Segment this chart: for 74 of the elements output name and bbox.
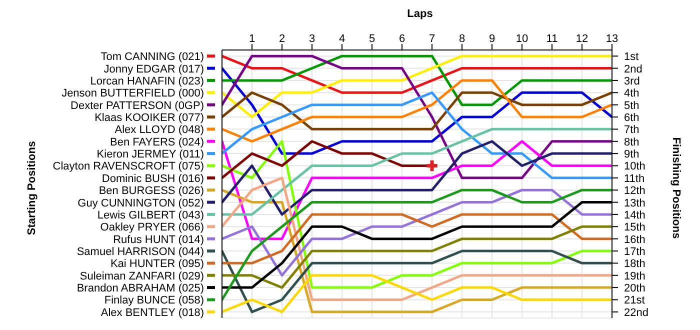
y-tick-label: 13th [624,197,646,210]
legend-label: Finlay BUNCE (058) [104,294,204,307]
legend-label: Samuel HARRISON (044) [76,246,204,258]
legend-label: Alex BENTLEY (018) [100,306,204,319]
line-series [222,54,612,118]
y-tick-label: 14th [624,209,646,222]
line-series [222,67,612,155]
line-series [222,188,612,277]
line-series [222,54,612,94]
x-tick-label: 10 [516,33,528,45]
y-tick-label: 6th [624,112,640,124]
legend-label: Brandon ABRAHAM (025) [76,282,204,295]
legend-label: Kai HUNTER (095) [110,258,204,270]
x-tick-label: 3 [308,33,316,45]
legend-label: Oakley PRYER (066) [100,222,204,234]
y-tick-label: 1st [624,51,639,64]
y-tick-label: 12th [624,185,646,198]
line-series [222,54,612,180]
legend-label: Dexter PATTERSON (0GP) [70,100,204,112]
x-tick-label: 4 [338,33,346,45]
legend-label: Jenson BUTTERFIELD (000) [62,88,204,100]
line-series [222,274,612,314]
x-tick-label: 7 [428,33,436,45]
x-tick-label: 1 [248,33,256,45]
y-tick-label: 7th [624,124,640,136]
legend-label: Ben BURGESS (026) [98,185,204,198]
legend-label: Lorcan HANAFIN (023) [90,75,204,88]
x-tick-label: 5 [368,33,376,45]
legend-label: Lewis GILBERT (043) [97,209,204,222]
legend-label: Dominic BUSH (016) [102,172,204,185]
y-tick-label: 17th [624,246,646,258]
line-series [222,91,612,130]
x-tick-label: 2 [278,33,286,45]
legend-title: Starting Positions [26,140,38,236]
y-tick-label: 20th [624,282,646,295]
y-tick-label: 15th [624,222,646,234]
line-series [222,225,612,289]
x-tick-label: 6 [398,33,406,45]
y-tick-label: 3rd [624,75,640,88]
legend-label: Rufus HUNT (014) [113,234,204,246]
x-tick-label: 11 [546,33,558,45]
y-tick-label: 2nd [624,63,642,76]
y-tick-label: 22nd [624,306,648,319]
x-tick-label: 8 [458,33,466,45]
legend-label: Jonny EDGAR (017) [104,63,204,76]
legend-label: Ben FAYERS (024) [110,136,204,148]
legend-label: Tom CANNING (021) [100,51,204,64]
legend-label: Suleiman ZANFARI (029) [80,270,204,282]
y-tick-label: 5th [624,100,640,112]
x-tick-label: 13 [606,33,618,45]
y-tick-label: 4th [624,88,640,100]
x-axis-title: Laps [406,8,434,20]
y-tick-label: 9th [624,148,640,161]
y-tick-label: 10th [624,160,646,173]
y-tick-label: 19th [624,270,646,282]
line-series [222,140,612,289]
x-tick-label: 12 [576,33,588,45]
legend-label: Kieron JERMEY (011) [96,148,204,161]
y-tick-label: 16th [624,234,646,246]
y-tick-label: 18th [624,258,646,270]
line-series [222,79,612,143]
line-series [222,54,612,106]
y-tick-label: 11th [624,172,645,185]
y-tick-label: 8th [624,136,640,148]
legend-label: Klaas KOOIKER (077) [94,112,204,124]
legend-label: Alex LLOYD (048) [114,124,204,136]
y-axis-title: Finishing Positions [670,137,682,239]
line-series [222,91,612,180]
x-tick-label: 9 [488,33,496,45]
line-series [222,250,612,314]
y-tick-label: 21st [624,294,645,307]
legend-label: Clayton RAVENSCROFT (075) [52,160,204,173]
line-series [222,213,612,264]
legend-label: Guy CUNNINGTON (052) [78,197,204,210]
